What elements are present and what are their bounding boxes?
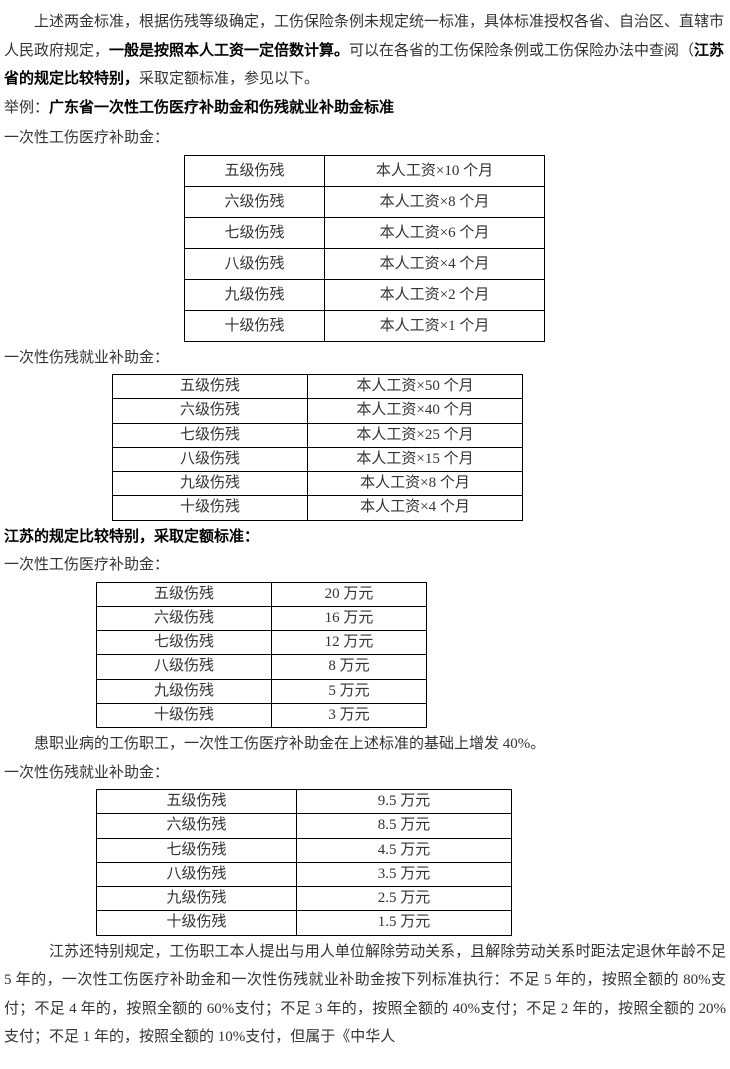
heading-medical-js: 一次性工伤医疗补助金： [4, 551, 726, 580]
cell-level: 八级伤残 [97, 862, 297, 886]
table-gd-medical: 五级伤残本人工资×10 个月 六级伤残本人工资×8 个月 七级伤残本人工资×6 … [184, 155, 545, 342]
cell-value: 本人工资×40 个月 [308, 399, 523, 423]
cell-value: 本人工资×6 个月 [325, 217, 545, 248]
text: 举例： [4, 100, 49, 116]
cell-value: 4.5 万元 [297, 838, 512, 862]
cell-value: 本人工资×8 个月 [325, 186, 545, 217]
paragraph-js-note: 患职业病的工伤职工，一次性工伤医疗补助金在上述标准的基础上增发 40%。 [4, 730, 726, 759]
cell-value: 12 万元 [272, 631, 427, 655]
cell-level: 七级伤残 [113, 423, 308, 447]
cell-value: 本人工资×2 个月 [325, 279, 545, 310]
heading-employment-js: 一次性伤残就业补助金： [4, 759, 726, 788]
cell-level: 十级伤残 [185, 310, 325, 341]
cell-value: 本人工资×10 个月 [325, 155, 545, 186]
cell-value: 3 万元 [272, 703, 427, 727]
cell-value: 2.5 万元 [297, 887, 512, 911]
cell-level: 八级伤残 [97, 655, 272, 679]
cell-value: 5 万元 [272, 679, 427, 703]
cell-value: 8.5 万元 [297, 814, 512, 838]
cell-level: 十级伤残 [113, 496, 308, 520]
cell-level: 八级伤残 [185, 248, 325, 279]
cell-level: 五级伤残 [185, 155, 325, 186]
heading-jiangsu: 江苏的规定比较特别，采取定额标准： [4, 523, 726, 552]
cell-level: 六级伤残 [185, 186, 325, 217]
cell-value: 8 万元 [272, 655, 427, 679]
cell-value: 本人工资×4 个月 [325, 248, 545, 279]
cell-level: 六级伤残 [97, 606, 272, 630]
text-bold: 一般是按照本人工资一定倍数计算。 [109, 43, 349, 59]
cell-value: 本人工资×8 个月 [308, 472, 523, 496]
text-bold: 广东省一次性工伤医疗补助金和伤残就业补助金标准 [49, 100, 394, 116]
cell-value: 本人工资×4 个月 [308, 496, 523, 520]
cell-value: 9.5 万元 [297, 790, 512, 814]
cell-level: 十级伤残 [97, 911, 297, 935]
text: 采取定额标准，参见以下。 [139, 71, 319, 87]
cell-value: 1.5 万元 [297, 911, 512, 935]
cell-level: 九级伤残 [97, 887, 297, 911]
cell-level: 十级伤残 [97, 703, 272, 727]
paragraph-example: 举例：广东省一次性工伤医疗补助金和伤残就业补助金标准 [4, 94, 726, 123]
cell-value: 本人工资×1 个月 [325, 310, 545, 341]
text-bold: ， [124, 71, 139, 87]
cell-level: 五级伤残 [113, 375, 308, 399]
paragraph-js-special: 江苏还特别规定，工伤职工本人提出与用人单位解除劳动关系，且解除劳动关系时距法定退… [4, 938, 726, 1052]
cell-value: 本人工资×15 个月 [308, 447, 523, 471]
cell-level: 七级伤残 [97, 838, 297, 862]
cell-level: 八级伤残 [113, 447, 308, 471]
cell-level: 六级伤残 [113, 399, 308, 423]
cell-level: 七级伤残 [185, 217, 325, 248]
table-js-medical: 五级伤残20 万元 六级伤残16 万元 七级伤残12 万元 八级伤残8 万元 九… [96, 582, 427, 729]
cell-value: 16 万元 [272, 606, 427, 630]
cell-value: 20 万元 [272, 582, 427, 606]
heading-employment: 一次性伤残就业补助金： [4, 344, 726, 373]
text: 可以在各省的工伤保险条例或工伤保险办法中查阅（ [349, 43, 694, 59]
heading-medical: 一次性工伤医疗补助金： [4, 124, 726, 153]
cell-level: 九级伤残 [113, 472, 308, 496]
table-js-employment: 五级伤残9.5 万元 六级伤残8.5 万元 七级伤残4.5 万元 八级伤残3.5… [96, 789, 512, 936]
cell-level: 七级伤残 [97, 631, 272, 655]
cell-level: 九级伤残 [97, 679, 272, 703]
cell-level: 六级伤残 [97, 814, 297, 838]
table-gd-employment: 五级伤残本人工资×50 个月 六级伤残本人工资×40 个月 七级伤残本人工资×2… [112, 374, 523, 521]
paragraph-intro: 上述两金标准，根据伤残等级确定，工伤保险条例未规定统一标准，具体标准授权各省、自… [4, 8, 726, 94]
cell-level: 九级伤残 [185, 279, 325, 310]
cell-value: 3.5 万元 [297, 862, 512, 886]
cell-level: 五级伤残 [97, 582, 272, 606]
cell-level: 五级伤残 [97, 790, 297, 814]
cell-value: 本人工资×25 个月 [308, 423, 523, 447]
cell-value: 本人工资×50 个月 [308, 375, 523, 399]
